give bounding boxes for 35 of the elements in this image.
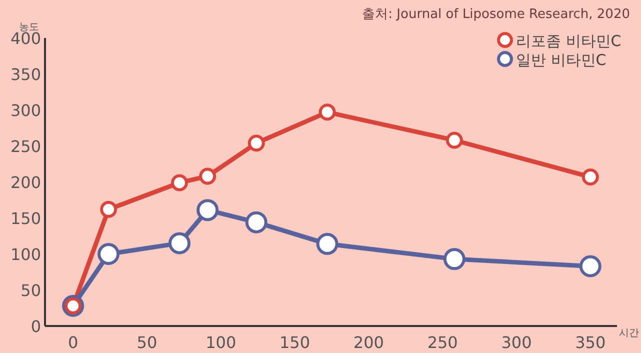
y-tick-label: 50 bbox=[20, 281, 41, 300]
source-note: 출처: Journal of Liposome Research, 2020 bbox=[362, 7, 630, 22]
point bbox=[98, 243, 120, 265]
legend-label: 리포좀 비타민C bbox=[516, 32, 622, 50]
x-tick-label: 150 bbox=[280, 333, 310, 352]
x-axis-title: 시간 bbox=[619, 328, 639, 339]
y-tick-label: 100 bbox=[10, 245, 41, 264]
point bbox=[318, 104, 336, 121]
point bbox=[248, 134, 265, 152]
point bbox=[199, 168, 216, 185]
x-tick-label: 50 bbox=[136, 333, 158, 352]
y-axis-title: 농도 bbox=[19, 22, 39, 33]
point bbox=[245, 211, 268, 234]
point bbox=[443, 248, 466, 270]
y-tick-label: 250 bbox=[10, 137, 41, 156]
point bbox=[168, 232, 190, 254]
y-tick-label: 0 bbox=[30, 317, 41, 336]
point bbox=[316, 232, 338, 255]
point bbox=[171, 174, 188, 192]
x-tick-label: 200 bbox=[353, 333, 384, 352]
y-tick-label: 350 bbox=[10, 65, 41, 84]
point bbox=[582, 168, 599, 186]
point bbox=[446, 132, 463, 149]
y-tick-label: 300 bbox=[10, 101, 41, 120]
y-tick-label: 200 bbox=[10, 173, 41, 192]
legend-label: 일반 비타민C bbox=[516, 51, 606, 69]
x-tick-label: 250 bbox=[427, 333, 458, 352]
x-tick-label: 300 bbox=[501, 333, 532, 352]
point bbox=[196, 199, 219, 222]
point bbox=[100, 200, 118, 218]
x-tick-label: 350 bbox=[575, 333, 606, 352]
x-tick-label: 0 bbox=[68, 333, 78, 352]
y-tick-label: 150 bbox=[10, 209, 41, 228]
point bbox=[579, 255, 602, 278]
x-tick-label: 100 bbox=[206, 333, 236, 352]
